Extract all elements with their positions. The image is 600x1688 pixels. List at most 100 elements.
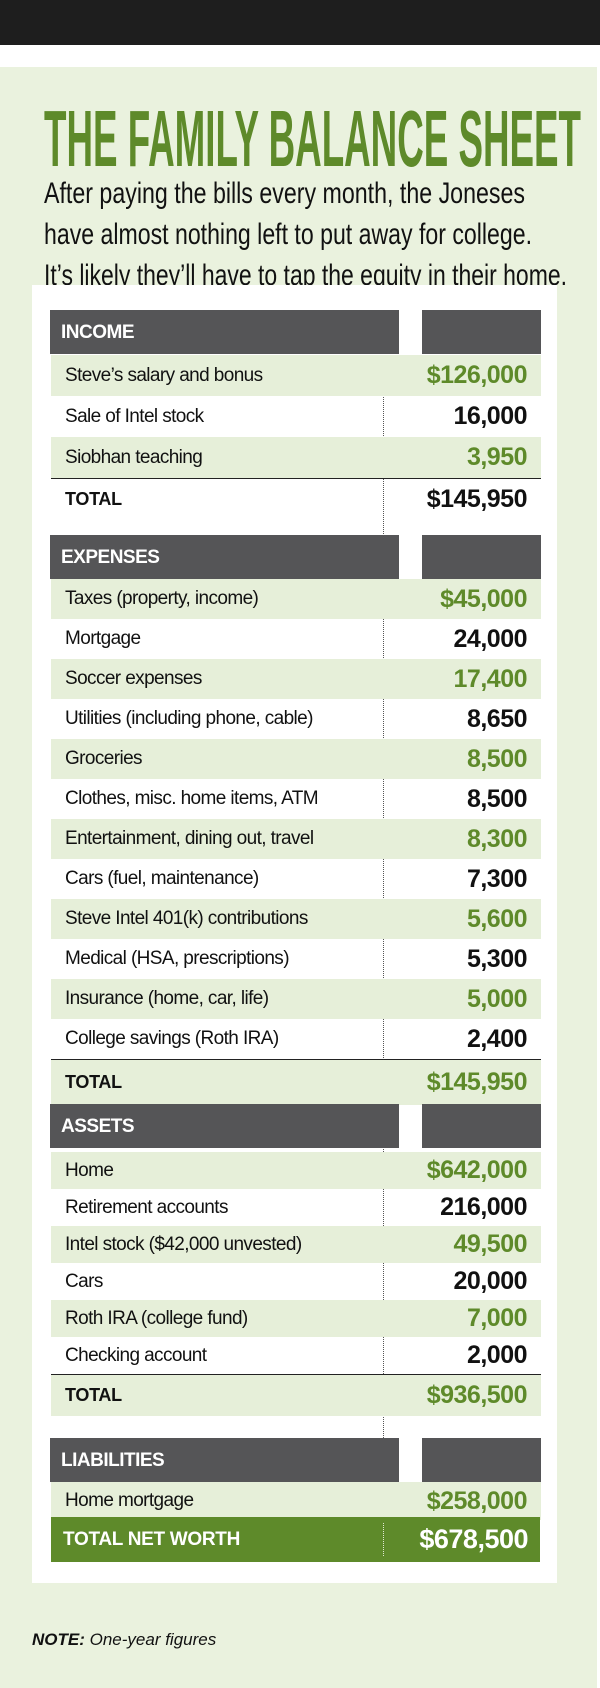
row-value: 2,400 <box>466 1024 528 1053</box>
total-row: TOTAL $145,950 <box>51 478 541 520</box>
table-row: Cars (fuel, maintenance) 7,300 <box>51 859 541 899</box>
note-text: One-year figures <box>89 1630 217 1649</box>
page-title: THE FAMILY BALANCE SHEET <box>44 100 581 174</box>
row-label: Taxes (property, income) <box>65 588 259 609</box>
row-label: Retirement accounts <box>65 1196 228 1218</box>
table-row: Retirement accounts 216,000 <box>51 1189 541 1226</box>
row-label: Home mortgage <box>65 1490 194 1511</box>
table-row: Roth IRA (college fund) 7,000 <box>51 1300 541 1337</box>
section-header-liabilities: LIABILITIES <box>50 1438 541 1482</box>
net-worth-value: $678,500 <box>419 1524 528 1554</box>
row-label: Home <box>65 1159 114 1181</box>
row-label: Roth IRA (college fund) <box>65 1307 248 1329</box>
subtitle: After paying the bills every month, the … <box>44 174 574 297</box>
subtitle-line: have almost nothing left to put away for… <box>44 218 532 251</box>
row-label: Mortgage <box>65 628 141 649</box>
section-header-label: LIABILITIES <box>50 1438 399 1482</box>
row-value: 17,400 <box>453 664 528 693</box>
section-header-value-cell <box>422 1438 541 1482</box>
row-value: 8,500 <box>466 784 528 813</box>
row-value: $258,000 <box>426 1486 528 1515</box>
section-header-label: ASSETS <box>50 1104 399 1148</box>
row-label: Entertainment, dining out, travel <box>65 828 314 849</box>
total-label: TOTAL <box>65 1385 122 1405</box>
row-value: $45,000 <box>440 584 527 613</box>
table-row: Utilities (including phone, cable) 8,650 <box>51 699 541 739</box>
table-row: College savings (Roth IRA) 2,400 <box>51 1019 541 1059</box>
page-title-svg: THE FAMILY BALANCE SHEET <box>44 100 581 174</box>
row-label: Cars (fuel, maintenance) <box>65 868 259 889</box>
total-row: TOTAL $936,500 <box>51 1374 541 1416</box>
subtitle-line: After paying the bills every month, the … <box>44 177 525 210</box>
table-row: Cars 20,000 <box>51 1263 541 1300</box>
table-row: Home mortgage $258,000 <box>51 1482 541 1520</box>
page-title-text: THE FAMILY BALANCE SHEET <box>44 100 581 174</box>
row-value: 7,000 <box>466 1304 528 1332</box>
total-row: TOTAL $145,950 <box>51 1059 541 1105</box>
row-label: Steve’s salary and bonus <box>65 364 263 386</box>
row-value: 20,000 <box>453 1267 528 1295</box>
note-label: NOTE: <box>32 1630 85 1649</box>
table-row: Medical (HSA, prescriptions) 5,300 <box>51 939 541 979</box>
section-header-assets: ASSETS <box>50 1104 541 1148</box>
total-value: $145,950 <box>426 1068 528 1096</box>
table-row: Soccer expenses 17,400 <box>51 659 541 699</box>
table-row: Insurance (home, car, life) 5,000 <box>51 979 541 1019</box>
row-value: $642,000 <box>426 1156 528 1184</box>
row-label: Utilities (including phone, cable) <box>65 708 313 729</box>
total-label: TOTAL <box>65 489 122 509</box>
net-worth-bar: TOTAL NET WORTH $678,500 <box>51 1517 540 1562</box>
table-row: Sale of Intel stock 16,000 <box>51 396 541 437</box>
row-label: Insurance (home, car, life) <box>65 988 269 1009</box>
total-value: $145,950 <box>426 485 528 513</box>
table-row: Mortgage 24,000 <box>51 619 541 659</box>
table-row: Siobhan teaching 3,950 <box>51 437 541 478</box>
row-label: Siobhan teaching <box>65 446 203 468</box>
row-value: 5,000 <box>466 984 528 1013</box>
row-value: 3,950 <box>466 443 528 471</box>
row-value: 216,000 <box>440 1193 527 1221</box>
row-value: 5,600 <box>466 904 528 933</box>
row-value: 8,300 <box>466 824 528 853</box>
row-value: 7,300 <box>466 864 528 893</box>
table-row: Clothes, misc. home items, ATM 8,500 <box>51 779 541 819</box>
section-header-label: INCOME <box>50 310 399 354</box>
footnote: NOTE: One-year figures <box>32 1630 216 1650</box>
row-label: Clothes, misc. home items, ATM <box>65 788 319 809</box>
row-value: 8,500 <box>466 744 528 773</box>
row-label: Medical (HSA, prescriptions) <box>65 948 290 969</box>
row-label: Cars <box>65 1270 103 1292</box>
total-label: TOTAL <box>65 1072 122 1092</box>
row-value: 24,000 <box>453 624 528 653</box>
row-value: 5,300 <box>466 944 528 973</box>
section-header-label: EXPENSES <box>50 535 399 579</box>
row-label: Groceries <box>65 748 143 769</box>
total-value: $936,500 <box>426 1381 528 1409</box>
section-header-value-cell <box>422 535 541 579</box>
net-worth-label: TOTAL NET WORTH <box>63 1528 241 1550</box>
table-row: Entertainment, dining out, travel 8,300 <box>51 819 541 859</box>
row-label: Sale of Intel stock <box>65 405 204 427</box>
row-label: Steve Intel 401(k) contributions <box>65 908 308 929</box>
row-label: College savings (Roth IRA) <box>65 1028 279 1049</box>
section-header-expenses: EXPENSES <box>50 535 541 579</box>
row-label: Checking account <box>65 1344 207 1366</box>
row-value: $126,000 <box>426 361 528 389</box>
table-row: Steve Intel 401(k) contributions 5,600 <box>51 899 541 939</box>
table-row: Taxes (property, income) $45,000 <box>51 579 541 619</box>
table-row: Groceries 8,500 <box>51 739 541 779</box>
section-header-value-cell <box>422 1104 541 1148</box>
table-row: Intel stock ($42,000 unvested) 49,500 <box>51 1226 541 1263</box>
row-value: 8,650 <box>466 704 528 733</box>
section-header-income: INCOME <box>50 310 541 354</box>
row-value: 49,500 <box>453 1230 528 1258</box>
top-bar <box>0 0 600 45</box>
table-row: Home $642,000 <box>51 1152 541 1189</box>
row-label: Soccer expenses <box>65 668 202 689</box>
subtitle-svg: After paying the bills every month, the … <box>44 177 567 292</box>
row-value: 16,000 <box>453 402 528 430</box>
table-row: Checking account 2,000 <box>51 1337 541 1374</box>
row-label: Intel stock ($42,000 unvested) <box>65 1233 302 1255</box>
section-header-value-cell <box>422 310 541 354</box>
row-value: 2,000 <box>466 1341 528 1369</box>
